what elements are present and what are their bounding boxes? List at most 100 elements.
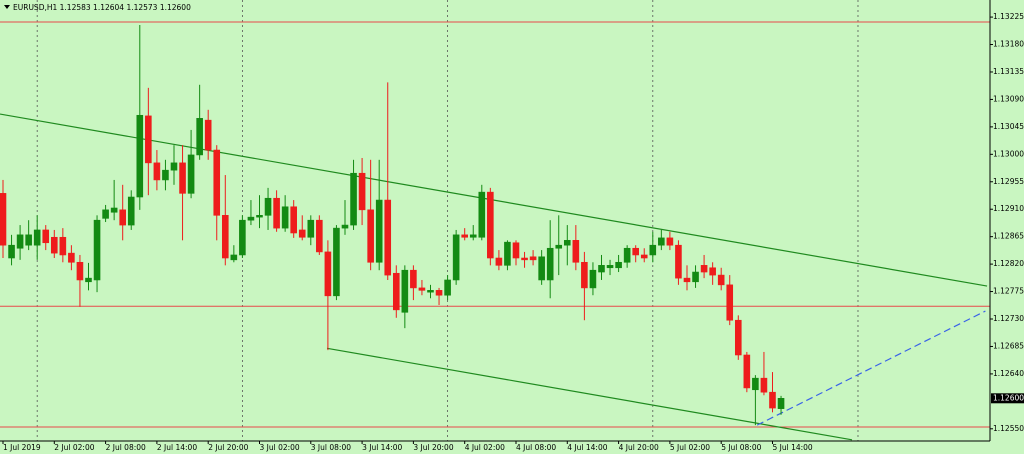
y-tick-label: 1.12820 xyxy=(993,259,1024,268)
candle-body xyxy=(59,236,67,256)
y-tick-label: 1.12730 xyxy=(993,314,1024,323)
y-tick-label: 1.12550 xyxy=(993,424,1024,433)
x-tick-label: 5 Jul 08:00 xyxy=(721,443,761,452)
symbol-menu-icon xyxy=(4,5,10,9)
candle-body xyxy=(273,197,280,229)
candle-body xyxy=(717,274,725,286)
candle-body xyxy=(213,149,221,216)
x-tick-label: 2 Jul 08:00 xyxy=(106,443,146,452)
candle-body xyxy=(256,215,263,218)
trendline xyxy=(326,347,853,441)
y-tick-label: 1.12910 xyxy=(993,204,1024,213)
x-tick-label: 2 Jul 20:00 xyxy=(208,443,248,452)
x-tick-label: 4 Jul 02:00 xyxy=(465,443,505,452)
candle-body xyxy=(658,237,665,246)
candle-body xyxy=(683,277,691,283)
candle-body xyxy=(25,234,32,246)
candle-body xyxy=(478,191,486,238)
candle-body xyxy=(709,267,716,276)
candle-body xyxy=(392,272,400,311)
y-tick-label: 1.12685 xyxy=(993,341,1024,350)
candle-body xyxy=(333,227,340,297)
x-tick-label: 2 Jul 02:00 xyxy=(54,443,94,452)
candle-body xyxy=(555,244,563,249)
candle-body xyxy=(760,377,768,393)
y-tick-label: 1.13225 xyxy=(993,12,1024,21)
candle-body xyxy=(581,261,588,289)
last-price-label: 1.12600 xyxy=(993,393,1024,402)
candle-body xyxy=(162,169,169,181)
candle-body xyxy=(384,199,392,276)
x-tick-label: 5 Jul 14:00 xyxy=(772,443,812,452)
candle-body xyxy=(145,115,152,164)
candle-body xyxy=(102,209,109,219)
candle-body xyxy=(435,290,443,296)
candle-body xyxy=(136,114,144,198)
y-tick-label: 1.13180 xyxy=(993,40,1024,49)
candle-body xyxy=(512,242,520,259)
candle-body xyxy=(769,391,776,409)
candle-body xyxy=(367,209,374,263)
candle-body xyxy=(632,247,639,256)
chart-title: EURUSD,H1 1.12583 1.12604 1.12573 1.1260… xyxy=(13,3,191,12)
candle-body xyxy=(85,277,92,283)
y-tick-label: 1.12865 xyxy=(993,232,1024,241)
candle-body xyxy=(16,234,24,249)
candle-body xyxy=(572,240,580,263)
x-tick-label: 3 Jul 20:00 xyxy=(413,443,453,452)
candle-body xyxy=(529,256,537,261)
candle-body xyxy=(487,191,494,259)
candle-body xyxy=(179,162,186,194)
candle-body xyxy=(230,254,238,261)
candle-body xyxy=(127,196,135,226)
candle-body xyxy=(33,229,41,246)
candle-body xyxy=(401,269,409,313)
x-tick-label: 4 Jul 20:00 xyxy=(619,443,659,452)
candle-body xyxy=(495,257,503,266)
candle-body xyxy=(358,172,366,211)
candle-body xyxy=(418,287,426,291)
candle-body xyxy=(546,247,554,281)
candle-body xyxy=(615,261,622,269)
candle-body xyxy=(170,162,178,171)
candle-body xyxy=(153,162,161,181)
x-tick-label: 4 Jul 14:00 xyxy=(567,443,607,452)
candle-body xyxy=(8,244,15,259)
last-price-box xyxy=(991,393,1024,404)
candle-body xyxy=(76,261,84,281)
x-tick-label: 5 Jul 02:00 xyxy=(670,443,710,452)
candle-body xyxy=(187,154,195,194)
x-tick-label: 3 Jul 08:00 xyxy=(311,443,351,452)
candle-body xyxy=(700,265,708,273)
candle-body xyxy=(119,209,126,226)
candle-body xyxy=(196,118,203,156)
candle-body xyxy=(563,240,571,246)
candle-body xyxy=(324,251,332,297)
candle-body xyxy=(675,244,682,279)
candle-body xyxy=(623,247,631,263)
candle-body xyxy=(469,234,477,238)
candle-body xyxy=(68,252,75,263)
candle-body xyxy=(640,254,648,259)
y-tick-label: 1.13135 xyxy=(993,67,1024,76)
candle-body xyxy=(204,119,212,151)
candle-body xyxy=(410,269,417,289)
candle-body xyxy=(350,172,357,226)
candle-body xyxy=(427,290,434,293)
plot-area xyxy=(0,0,990,441)
candle-body xyxy=(538,256,545,281)
candle-body xyxy=(666,237,674,246)
candle-body xyxy=(375,199,383,263)
candle-body xyxy=(589,269,597,289)
candle-body xyxy=(461,234,468,238)
candle-body xyxy=(298,229,306,238)
candle-body xyxy=(110,207,118,213)
candle-body xyxy=(692,271,699,283)
candle-body xyxy=(452,234,460,281)
candle-body xyxy=(726,284,734,321)
candle-body xyxy=(239,219,246,256)
candle-body xyxy=(606,265,614,269)
